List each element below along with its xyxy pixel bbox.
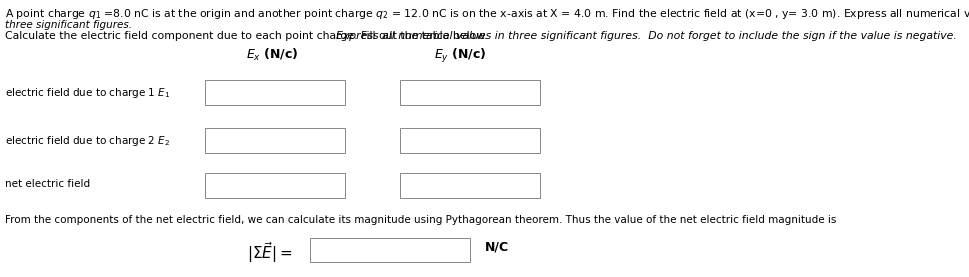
Text: three significant figures.: three significant figures.	[5, 20, 132, 30]
FancyBboxPatch shape	[399, 128, 540, 153]
Text: N/C: N/C	[484, 240, 509, 253]
FancyBboxPatch shape	[310, 238, 470, 262]
Text: Express all numerical values in three significant figures.  Do not forget to inc: Express all numerical values in three si…	[335, 31, 955, 41]
Text: A point charge $q_1$ =8.0 nC is at the origin and another point charge $q_2$ = 1: A point charge $q_1$ =8.0 nC is at the o…	[5, 7, 969, 21]
Text: $|\Sigma\vec{E}|=$: $|\Sigma\vec{E}|=$	[247, 240, 293, 265]
FancyBboxPatch shape	[204, 173, 345, 198]
Text: $E_x$ (N/c): $E_x$ (N/c)	[245, 47, 298, 63]
FancyBboxPatch shape	[399, 173, 540, 198]
FancyBboxPatch shape	[399, 80, 540, 105]
Text: $E_y$ (N/c): $E_y$ (N/c)	[433, 47, 485, 65]
Text: electric field due to charge 2 $E_2$: electric field due to charge 2 $E_2$	[5, 134, 171, 148]
FancyBboxPatch shape	[204, 80, 345, 105]
Text: Calculate the electric field component due to each point charge. Fill out the ta: Calculate the electric field component d…	[5, 31, 494, 41]
Text: electric field due to charge 1 $E_1$: electric field due to charge 1 $E_1$	[5, 86, 171, 100]
Text: net electric field: net electric field	[5, 179, 90, 189]
FancyBboxPatch shape	[204, 128, 345, 153]
Text: From the components of the net electric field, we can calculate its magnitude us: From the components of the net electric …	[5, 215, 835, 225]
